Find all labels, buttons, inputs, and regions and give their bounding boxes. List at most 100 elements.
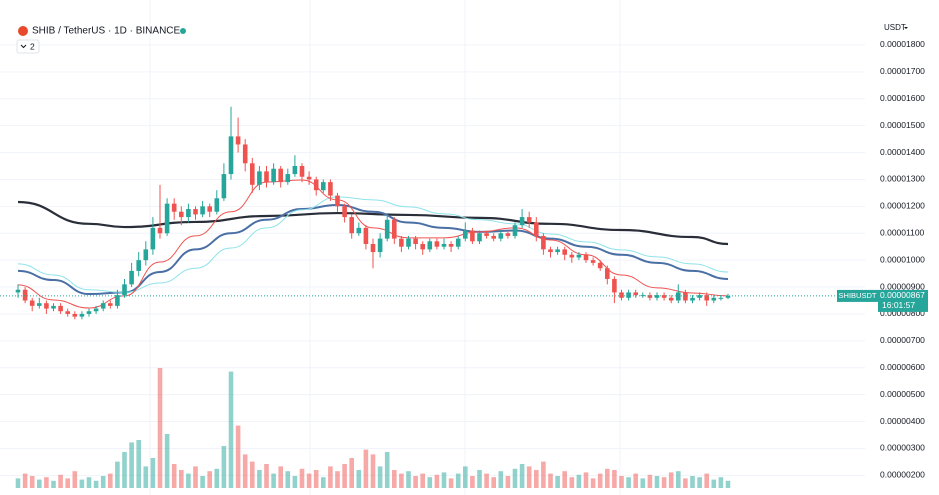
volume-bar [242,454,248,488]
candle-body [86,311,92,314]
candle-body [704,295,709,301]
candle-body [313,179,319,191]
symbol-badge-label: SHIBUSDT [839,291,877,300]
candle-body [193,209,198,215]
volume-bar [122,452,127,488]
volume-bar [278,466,283,488]
volume-bar [498,471,504,488]
volume-bar [356,470,362,488]
candle-body [562,249,567,255]
volume-bar [718,477,724,488]
volume-bar [519,464,525,488]
candle-body [512,225,518,236]
candle-body [285,174,291,183]
volume-bar [193,466,198,488]
y-tick-label: 0.00001700 [880,66,925,76]
volume [15,368,731,488]
price-badge-time: 16:01:57 [882,300,915,310]
candle-body [590,260,596,263]
volume-bar [200,476,205,488]
candle-body [306,176,312,180]
y-tick-label: 0.00001600 [880,93,925,103]
candle-body [72,313,78,317]
volume-bar [590,478,596,488]
volume-bar [51,480,56,488]
volume-bar [335,471,340,488]
volume-bar [44,477,49,488]
volume-bar [271,473,276,488]
candle-body [179,211,184,218]
header: SHIB / TetherUS · 1D · BINANCE 2 USDT [16,23,908,54]
moving-average [17,200,729,246]
volume-bar [619,476,624,488]
candle-body [321,182,326,191]
candle-body [654,295,660,298]
currency[interactable]: USDT [884,23,906,32]
candle-body [335,195,340,207]
candle-body [242,144,248,164]
candle-body [292,165,298,175]
y-tick-label: 0.00001800 [880,39,925,49]
volume-bar [136,440,141,488]
candle-body [534,222,539,236]
volume-bar [377,466,383,488]
candle-body [413,238,418,245]
volume-bar [186,473,191,488]
indicator-toggle[interactable] [16,39,40,54]
candle-body [399,238,404,247]
candle-body [647,295,653,298]
volume-bar [470,476,475,488]
volume-bar [725,480,731,488]
moving-average [17,196,729,293]
volume-bar [292,476,298,488]
candle-body [406,238,411,247]
candle-body [519,217,525,226]
volume-bar [86,477,92,488]
volume-bar [690,476,695,488]
candle-body [221,174,227,199]
candles [15,106,731,320]
volume-bar [434,474,440,488]
volume-bar [569,477,575,488]
volume-bar [420,473,425,488]
candle-body [115,295,120,306]
candle-body [122,284,127,296]
price-axis: 0.00001800 0.00001700 0.00001600 0.00001500… [0,39,928,480]
volume-bar [654,476,660,488]
candle-body [725,295,731,298]
volume-bar [626,477,631,488]
candle-body [377,238,383,253]
symbol-title[interactable]: SHIB / TetherUS · 1D · BINANCE [32,26,181,37]
candle-body [271,168,276,183]
symbol-badge [837,289,878,302]
candle-body [683,292,688,301]
volume-bar [384,452,390,488]
volume-bar [583,472,589,488]
volume-bar [548,473,553,488]
volume-bar [65,478,70,488]
volume-bar [264,464,269,488]
candle-body [491,235,496,239]
candle-body [384,219,390,239]
v-grid [149,0,621,495]
volume-bar [228,371,234,488]
volume-bar [235,425,241,488]
candle-body [278,168,283,183]
y-tick-label: 0.00001500 [880,120,925,130]
y-tick-label: 0.00001300 [880,174,925,184]
candle-body [576,254,582,258]
y-tick-label: 0.00000400 [880,416,925,426]
y-tick-label: 0.00000500 [880,389,925,399]
volume-bar [29,476,35,488]
volume-bar [363,449,369,488]
volume-bar [704,473,709,488]
candle-body [22,289,28,301]
volume-bar [115,461,120,488]
symbol-icon [18,26,28,36]
candle-body [257,171,262,185]
price-badge-value: 0.00000867 [880,290,925,300]
candle-body [498,233,504,239]
volume-bar [22,473,28,488]
volume-bar [668,472,674,488]
volume-bar [463,466,468,488]
